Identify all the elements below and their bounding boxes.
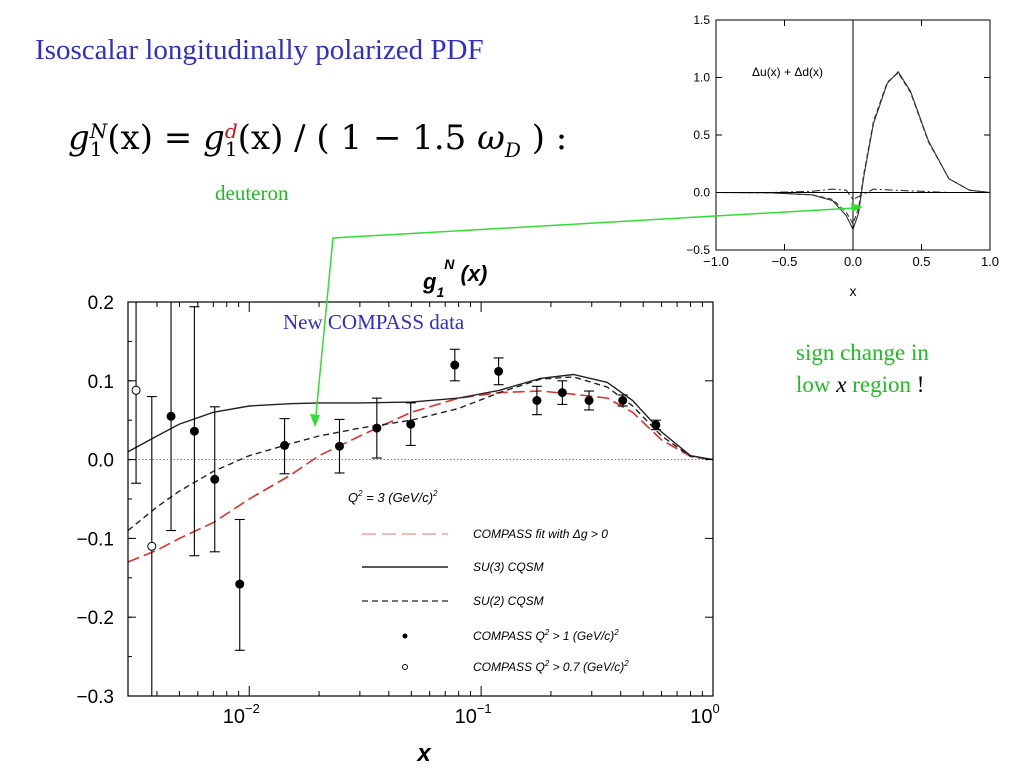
connector-arrow bbox=[310, 203, 863, 427]
inset-x-tick-label: 0.5 bbox=[912, 254, 930, 269]
curve-solid bbox=[128, 375, 713, 460]
y-tick-label: −0.2 bbox=[76, 608, 114, 629]
y-tick-label: 0.2 bbox=[88, 293, 114, 314]
inset-x-tick-label: −0.5 bbox=[772, 254, 798, 269]
data-point bbox=[451, 361, 459, 369]
main-legend: Q2 = 3 (GeV/c)2 COMPASS fit with Δg > 0 … bbox=[348, 489, 629, 674]
main-chart-title: g1N (x) bbox=[422, 256, 487, 300]
arrowhead-inset bbox=[851, 203, 863, 212]
x-tick-label: 100 bbox=[690, 701, 719, 728]
data-point bbox=[236, 580, 244, 588]
legend-marker-open bbox=[403, 665, 408, 670]
legend-label-su2: SU(2) CQSM bbox=[473, 594, 544, 608]
connector-line bbox=[315, 208, 855, 425]
inset-x-tick-label: 1.0 bbox=[981, 254, 999, 269]
data-point bbox=[407, 420, 415, 428]
legend-label-filled: COMPASS Q2 > 1 (GeV/c)2 bbox=[473, 628, 619, 643]
inset-y-tick-label: 0.0 bbox=[693, 186, 710, 200]
legend-label-su3: SU(3) CQSM bbox=[473, 560, 544, 574]
data-point bbox=[167, 412, 175, 420]
data-point bbox=[585, 397, 593, 405]
data-point bbox=[373, 424, 381, 432]
data-point bbox=[211, 475, 219, 483]
main-title-arg: (x) bbox=[454, 261, 487, 286]
inset-y-tick-label: 1.0 bbox=[693, 71, 710, 85]
x-tick-label: 10−2 bbox=[223, 701, 260, 728]
legend-label-open: COMPASS Q2 > 0.7 (GeV/c)2 bbox=[473, 659, 629, 674]
inset-x-tick-label: −1.0 bbox=[703, 254, 729, 269]
y-tick-label: 0.1 bbox=[88, 372, 114, 393]
data-point-open bbox=[132, 386, 140, 394]
inset-x-tick-label: 0.0 bbox=[844, 254, 862, 269]
data-point-open bbox=[148, 542, 156, 550]
data-point bbox=[558, 389, 566, 397]
data-point bbox=[533, 397, 541, 405]
inset-annotation: Δu(x) + Δd(x) bbox=[752, 65, 823, 79]
arrowhead-main bbox=[310, 414, 320, 427]
inset-y-tick-label: 1.5 bbox=[693, 13, 710, 27]
y-tick-label: 0.0 bbox=[88, 451, 114, 472]
inset-xlabel: x bbox=[850, 283, 857, 299]
data-point bbox=[281, 441, 289, 449]
legend-label-red: COMPASS fit with Δg > 0 bbox=[473, 527, 608, 541]
main-xlabel: x bbox=[415, 740, 432, 767]
legend-marker-filled bbox=[403, 634, 408, 639]
data-point bbox=[652, 421, 660, 429]
data-point bbox=[190, 427, 198, 435]
x-tick-label: 10−1 bbox=[455, 701, 492, 728]
y-tick-label: −0.3 bbox=[76, 687, 114, 708]
main-title-g: g bbox=[422, 269, 437, 294]
data-point bbox=[619, 397, 627, 405]
data-point bbox=[495, 367, 503, 375]
legend-header: Q2 = 3 (GeV/c)2 bbox=[348, 489, 438, 505]
g1n-chart: 0.2 0.1 0.0 −0.1 −0.2 −0.3 10−2 10−1 100 g1N (x)… bbox=[0, 0, 1024, 768]
inset-y-tick-label: 0.5 bbox=[693, 128, 710, 142]
y-tick-label: −0.1 bbox=[76, 529, 114, 550]
data-point bbox=[335, 442, 343, 450]
main-title-sub: 1 bbox=[436, 284, 444, 300]
